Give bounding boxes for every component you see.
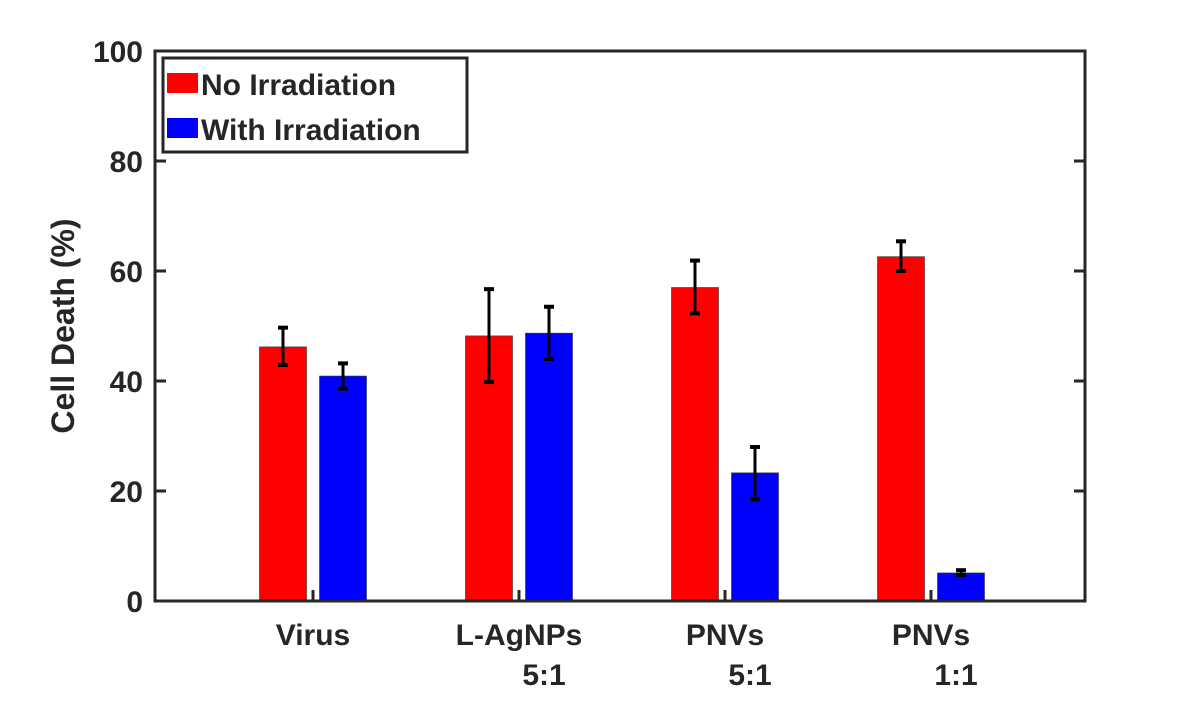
legend: No Irradiation With Irradiation [161,56,469,154]
x-tick-label: 1:1 [934,659,977,692]
bar-no-irradiation [671,287,719,602]
x-tick-label: Virus [276,619,351,652]
y-axis-label: Cell Death (%) [45,218,81,433]
y-tick-label: 0 [126,586,143,619]
legend-swatch-with-irradiation [167,118,198,138]
x-tick-label: PNVs [892,619,970,652]
legend-swatch-no-irradiation [167,73,198,93]
bar-no-irradiation [877,256,925,602]
bar-with-irradiation [525,332,573,602]
bar-with-irradiation [937,572,985,602]
x-tick-label: L-AgNPs [456,619,583,652]
legend-label-with-irradiation: With Irradiation [201,114,421,147]
y-tick-label: 60 [110,256,143,289]
y-tick-label: 20 [110,476,143,509]
x-tick-label: 5:1 [728,659,771,692]
plot-frame [153,49,1087,603]
legend-label-no-irradiation: No Irradiation [201,69,396,102]
x-tick-label: 5:1 [522,659,565,692]
bar-no-irradiation [259,346,307,602]
x-tick-label: PNVs [686,619,764,652]
y-tick-label: 80 [110,146,143,179]
y-tick-label: 100 [93,36,143,69]
y-tick-label: 40 [110,366,143,399]
bar-with-irradiation [319,375,367,602]
